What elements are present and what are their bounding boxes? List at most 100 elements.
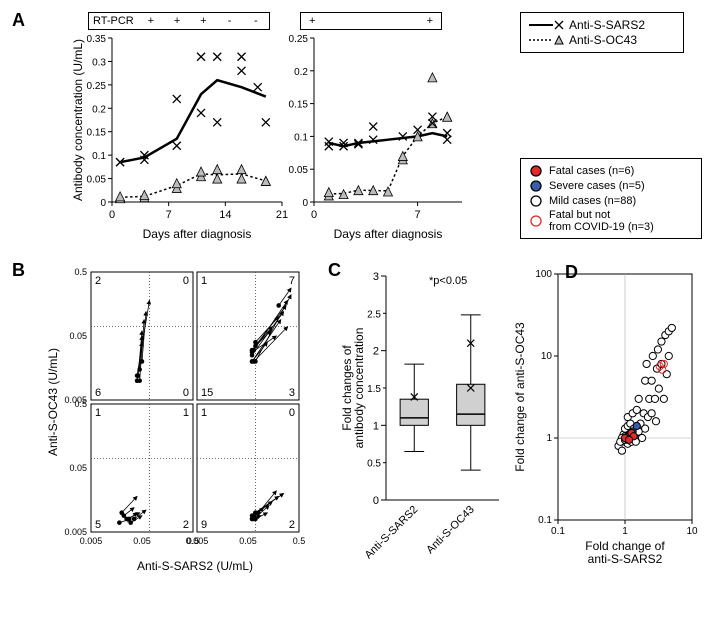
svg-text:14: 14: [219, 209, 231, 221]
rtpcr-value: +: [138, 15, 164, 27]
svg-text:0.1: 0.1: [294, 132, 308, 143]
rtpcr-bar-left: RT-PCR +++--: [88, 12, 270, 30]
svg-text:0.05: 0.05: [69, 463, 87, 473]
svg-text:0.15: 0.15: [87, 128, 107, 139]
legend-sars2-label: Anti-S-SARS2: [569, 18, 645, 32]
legend-label: Severe cases (n=5): [549, 180, 645, 192]
legend-label: Fatal cases (n=6): [549, 165, 634, 177]
svg-text:2: 2: [373, 346, 379, 358]
panel-d-legend: Fatal cases (n=6) Severe cases (n=5) Mild …: [520, 158, 702, 239]
panel-b-chart: 206017153115210920.0050.050.50.0050.050.…: [45, 268, 305, 578]
svg-text:1: 1: [373, 420, 379, 432]
svg-text:Anti-S-OC43: Anti-S-OC43: [424, 504, 477, 557]
svg-text:15: 15: [201, 387, 213, 399]
svg-text:Anti-S-SARS2: Anti-S-SARS2: [363, 504, 421, 562]
panel-a-right-chart: 00.050.10.150.20.2507Days after diagnosi…: [300, 32, 470, 242]
svg-text:Fold change of anti-S-OC43: Fold change of anti-S-OC43: [513, 322, 527, 472]
svg-text:1: 1: [183, 407, 189, 419]
legend-oc43-swatch: [527, 33, 565, 47]
svg-text:0: 0: [373, 495, 379, 507]
svg-text:antibody concentration: antibody concentration: [352, 328, 366, 449]
legend-label: Mild cases (n=88): [549, 195, 636, 207]
svg-text:10: 10: [686, 526, 698, 537]
legend-marker: [527, 164, 545, 178]
svg-text:Anti-S-OC43 (U/mL): Anti-S-OC43 (U/mL): [46, 348, 60, 456]
svg-text:0.05: 0.05: [289, 165, 309, 176]
rtpcr-value: -: [217, 15, 243, 27]
legend-marker: [527, 179, 545, 193]
panel-a-left-chart: 00.050.10.150.20.250.30.35071421Days aft…: [70, 32, 290, 242]
legend-oc43-label: Anti-S-OC43: [569, 33, 637, 47]
svg-text:0.005: 0.005: [186, 536, 209, 546]
svg-text:100: 100: [535, 269, 552, 280]
svg-text:1.5: 1.5: [367, 384, 381, 395]
panel-a-label: A: [12, 10, 25, 31]
svg-text:Antibody concentration (U/mL): Antibody concentration (U/mL): [71, 39, 85, 201]
svg-text:1: 1: [201, 407, 207, 419]
svg-text:2: 2: [95, 275, 101, 287]
svg-text:0.2: 0.2: [294, 67, 308, 78]
svg-text:10: 10: [541, 351, 553, 362]
legend-row: Fatal but not from COVID-19 (n=3): [527, 209, 695, 233]
svg-text:0.005: 0.005: [80, 536, 103, 546]
svg-text:0.5: 0.5: [74, 399, 87, 409]
rtpcr-value: +: [309, 15, 315, 27]
svg-text:3: 3: [373, 271, 379, 283]
rtpcr-value: -: [243, 15, 269, 27]
rtpcr-bar-right: ++: [300, 12, 442, 30]
svg-text:7: 7: [415, 209, 421, 221]
svg-text:0.05: 0.05: [87, 175, 107, 186]
legend-row: Mild cases (n=88): [527, 194, 695, 208]
svg-text:2: 2: [289, 519, 295, 531]
legend-sars2-row: Anti-S-SARS2: [527, 18, 677, 32]
svg-text:anti-S-SARS2: anti-S-SARS2: [588, 552, 663, 566]
panel-a-legend: Anti-S-SARS2 Anti-S-OC43: [520, 12, 684, 53]
svg-text:21: 21: [276, 209, 288, 221]
svg-text:Anti-S-SARS2 (U/mL): Anti-S-SARS2 (U/mL): [137, 559, 253, 573]
svg-text:Fold change of: Fold change of: [585, 539, 665, 553]
rtpcr-value: +: [164, 15, 190, 27]
legend-oc43-row: Anti-S-OC43: [527, 33, 677, 47]
svg-text:0.25: 0.25: [289, 34, 309, 45]
svg-text:0.1: 0.1: [551, 526, 565, 537]
svg-text:1: 1: [546, 433, 552, 444]
legend-marker: [527, 214, 545, 228]
svg-text:0.2: 0.2: [92, 104, 106, 115]
rtpcr-label: RT-PCR: [89, 15, 138, 27]
legend-row: Fatal cases (n=6): [527, 164, 695, 178]
svg-text:3: 3: [289, 387, 295, 399]
panel-d-chart: 0.1 1 10 0.1 1 10 100 Fold change ofanti-S-SARS…: [510, 268, 700, 578]
svg-text:0: 0: [109, 209, 115, 221]
svg-text:7: 7: [289, 275, 295, 287]
svg-text:7: 7: [166, 209, 172, 221]
svg-text:0.05: 0.05: [239, 536, 257, 546]
svg-text:*p<0.05: *p<0.05: [429, 275, 467, 287]
svg-text:0.05: 0.05: [69, 331, 87, 341]
rtpcr-value: +: [190, 15, 216, 27]
svg-text:0.5: 0.5: [367, 459, 381, 470]
figure-root: A RT-PCR +++-- ++ Anti-S-SARS2 Anti-S-OC…: [10, 10, 698, 610]
svg-text:9: 9: [201, 519, 207, 531]
svg-text:0: 0: [311, 209, 317, 221]
svg-text:0: 0: [302, 198, 308, 209]
svg-text:0.05: 0.05: [133, 536, 151, 546]
svg-text:0.5: 0.5: [293, 536, 306, 546]
svg-text:0.1: 0.1: [92, 151, 106, 162]
svg-text:0.25: 0.25: [87, 81, 107, 92]
svg-text:0.1: 0.1: [538, 515, 552, 526]
svg-text:1: 1: [201, 275, 207, 287]
svg-text:Days after diagnosis: Days after diagnosis: [334, 227, 443, 241]
svg-text:6: 6: [95, 387, 101, 399]
legend-marker: [527, 194, 545, 208]
svg-text:2: 2: [183, 519, 189, 531]
svg-text:1: 1: [622, 526, 628, 537]
svg-text:5: 5: [95, 519, 101, 531]
svg-text:0.35: 0.35: [87, 34, 107, 45]
panel-b-label: B: [12, 260, 25, 281]
svg-text:0: 0: [183, 275, 189, 287]
rtpcr-value: +: [427, 15, 433, 27]
legend-sars2-swatch: [527, 18, 565, 32]
svg-text:0: 0: [100, 198, 106, 209]
svg-text:0: 0: [183, 387, 189, 399]
svg-text:0.15: 0.15: [289, 100, 309, 111]
